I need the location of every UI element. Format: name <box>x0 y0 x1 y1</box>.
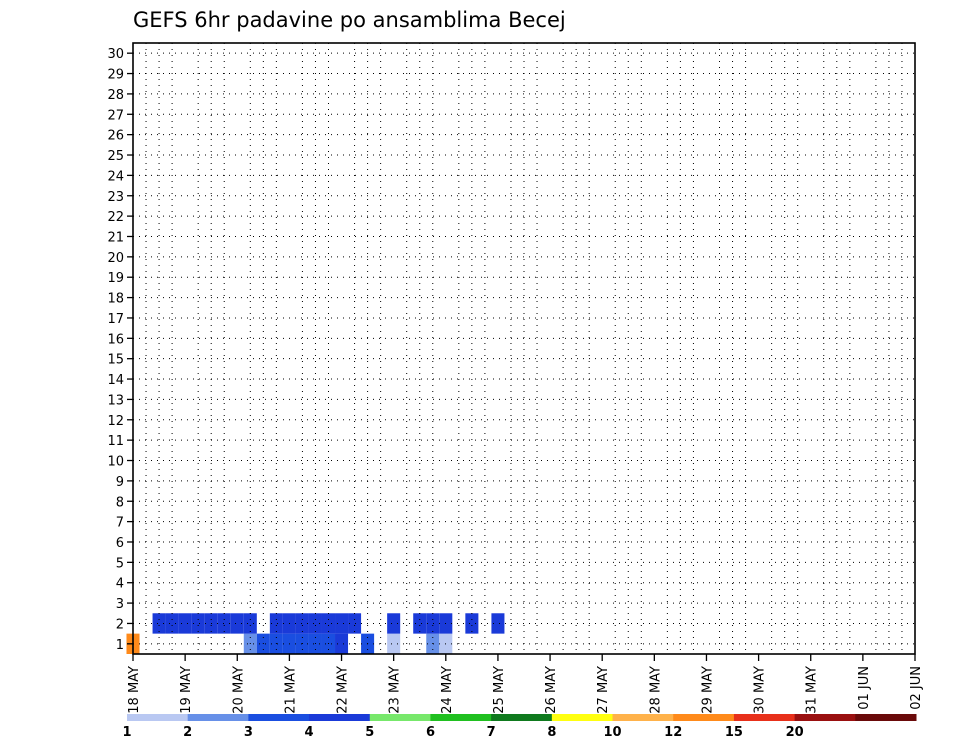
cell <box>387 633 401 654</box>
x-tick-label: 01 JUN <box>857 666 872 710</box>
colorbar-segment <box>612 714 674 721</box>
y-tick-label: 17 <box>107 312 124 327</box>
colorbar: 1 2 3 4 5 6 7 8 10 12 15 20 <box>122 714 917 740</box>
y-tick-label: 12 <box>107 414 124 429</box>
colorbar-label: 7 <box>487 725 496 740</box>
colorbar-label: 1 <box>122 725 131 740</box>
plot-frame <box>132 42 916 655</box>
colorbar-segment <box>248 714 310 721</box>
colorbar-segment <box>733 714 796 721</box>
y-axis: 1234567891011121314151617181920212223242… <box>107 47 133 653</box>
colorbar-segment <box>309 714 371 721</box>
colorbar-label: 4 <box>305 725 314 740</box>
cell <box>321 613 336 634</box>
cell <box>269 613 283 634</box>
x-axis: 18 MAY 19 MAY 20 MAY 21 MAY 22 MAY 23 MAY 24 M… <box>127 654 924 714</box>
y-tick-label: 20 <box>107 251 124 266</box>
y-tick-label: 16 <box>107 332 124 347</box>
cell <box>230 613 244 634</box>
colorbar-label: 3 <box>244 725 253 740</box>
colorbar-label: 6 <box>426 725 435 740</box>
y-tick-label: 9 <box>116 475 124 490</box>
y-tick-label: 7 <box>116 516 124 531</box>
colorbar-label: 12 <box>664 725 682 740</box>
cell <box>308 613 322 634</box>
y-tick-label: 30 <box>107 47 124 62</box>
x-tick-label: 29 MAY <box>700 666 715 714</box>
y-tick-label: 27 <box>107 108 124 123</box>
x-tick-label: 25 MAY <box>492 666 507 714</box>
cell <box>335 613 349 634</box>
y-tick-label: 8 <box>116 495 124 510</box>
colorbar-segment <box>673 714 735 721</box>
x-tick-label: 31 MAY <box>805 666 820 714</box>
cell <box>165 613 179 634</box>
y-tick-label: 28 <box>107 88 124 103</box>
x-tick-label: 26 MAY <box>544 666 559 714</box>
x-tick-label: 22 MAY <box>336 666 351 714</box>
y-tick-label: 22 <box>107 210 124 225</box>
colorbar-segment <box>127 714 189 721</box>
chart-title: GEFS 6hr padavine po ansamblima Becej <box>133 8 566 32</box>
y-tick-label: 6 <box>116 536 124 551</box>
grid-dots <box>133 43 915 654</box>
colorbar-label: 15 <box>725 725 743 740</box>
x-tick-label: 24 MAY <box>440 666 455 714</box>
colorbar-segment <box>187 714 249 721</box>
y-tick-label: 5 <box>116 556 124 571</box>
cell <box>217 613 231 634</box>
x-tick-label: 30 MAY <box>753 666 768 714</box>
cell <box>348 613 362 634</box>
y-tick-label: 4 <box>116 577 124 592</box>
x-tick-label: 23 MAY <box>388 666 403 714</box>
cell <box>152 613 166 634</box>
y-tick-label: 3 <box>116 597 124 612</box>
x-tick-label: 02 JUN <box>909 666 924 710</box>
x-tick-label: 28 MAY <box>648 666 663 714</box>
y-tick-label: 19 <box>107 271 124 286</box>
cell <box>387 613 401 634</box>
colorbar-segment <box>794 714 856 721</box>
y-tick-label: 15 <box>107 353 124 368</box>
y-tick-label: 11 <box>107 434 124 449</box>
y-tick-label: 10 <box>107 455 124 470</box>
y-tick-label: 24 <box>107 169 124 184</box>
cell <box>191 613 205 634</box>
y-tick-label: 21 <box>107 230 124 245</box>
y-tick-label: 14 <box>107 373 124 388</box>
colorbar-label: 10 <box>603 725 621 740</box>
cell <box>178 613 192 634</box>
cell <box>295 613 309 634</box>
cell <box>491 613 505 634</box>
x-tick-label: 20 MAY <box>231 666 246 714</box>
x-tick-label: 21 MAY <box>283 666 298 714</box>
y-tick-label: 1 <box>116 638 124 653</box>
y-tick-label: 2 <box>116 617 124 632</box>
colorbar-label: 8 <box>547 725 556 740</box>
cell <box>465 613 479 634</box>
colorbar-segment <box>855 714 917 721</box>
cell <box>243 613 257 634</box>
colorbar-label: 2 <box>183 725 192 740</box>
y-tick-label: 29 <box>107 68 124 83</box>
x-tick-label: 18 MAY <box>127 666 142 714</box>
colorbar-segment <box>551 714 614 721</box>
cell <box>335 633 349 654</box>
colorbar-label: 20 <box>786 725 804 740</box>
y-tick-label: 25 <box>107 149 124 164</box>
colorbar-segment <box>369 714 431 721</box>
cell <box>413 613 427 634</box>
y-tick-label: 18 <box>107 292 124 307</box>
colorbar-segment <box>491 714 553 721</box>
x-tick-label: 19 MAY <box>179 666 194 714</box>
cell <box>426 613 440 634</box>
colorbar-segment <box>430 714 492 721</box>
colorbar-label: 5 <box>365 725 374 740</box>
y-tick-label: 26 <box>107 129 124 144</box>
y-tick-label: 13 <box>107 393 124 408</box>
y-tick-label: 23 <box>107 190 124 205</box>
x-tick-label: 27 MAY <box>596 666 611 714</box>
